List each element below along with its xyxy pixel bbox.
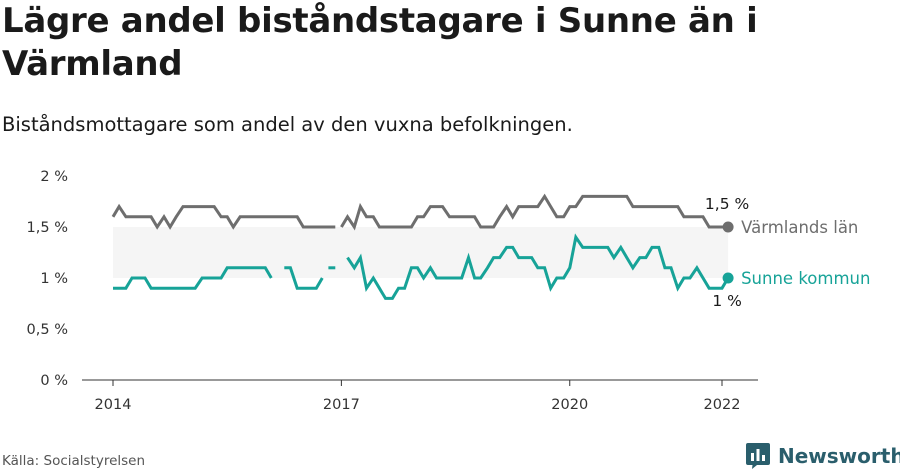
y-tick-label: 1,5 % (27, 220, 68, 236)
y-axis: 0 % 0,5 % 1 % 1,5 % 2 % (27, 169, 68, 389)
series-end-value-värmlands-län: 1,5 % (705, 195, 749, 213)
series-end-point-sunne-kommun (722, 272, 734, 284)
series-layer (111, 193, 734, 300)
series-line-sunne-kommun (113, 266, 273, 290)
x-tick-label: 2020 (551, 397, 588, 413)
series-label-värmlands-län: Värmlands län (741, 218, 858, 237)
y-tick-label: 2 % (40, 169, 68, 185)
series-end-point-värmlands-län (722, 221, 734, 233)
series-end-value-sunne-kommun: 1 % (712, 292, 742, 310)
brand-name: Newsworthy (778, 444, 900, 468)
label-layer: Värmlands län 1,5 % Sunne kommun 1 % (705, 195, 871, 310)
y-tick-label: 1 % (40, 271, 68, 287)
x-tick-label: 2017 (323, 397, 360, 413)
series-line-sunne-kommun (346, 233, 730, 300)
y-tick-label: 0,5 % (27, 322, 68, 338)
band-1-to-1-5 (113, 227, 729, 278)
x-tick-label: 2022 (704, 397, 741, 413)
x-axis: 2014 2017 2020 2022 (82, 379, 758, 413)
newsworthy-logo-icon (746, 443, 770, 469)
brand-logo: Newsworthy (745, 442, 900, 470)
x-tick-label: 2014 (95, 397, 132, 413)
chart-title: Lägre andel biståndstagare i Sunne än i … (2, 1, 758, 84)
source-note: Källa: Socialstyrelsen (2, 453, 146, 469)
series-line-värmlands-län (340, 193, 729, 231)
series-label-sunne-kommun: Sunne kommun (741, 269, 870, 288)
series-line-värmlands-län (111, 203, 336, 230)
series-line-sunne-kommun (284, 266, 324, 290)
chart-subtitle: Biståndsmottagare som andel av den vuxna… (2, 113, 573, 136)
y-tick-label: 0 % (40, 373, 68, 389)
band-layer (113, 227, 729, 278)
